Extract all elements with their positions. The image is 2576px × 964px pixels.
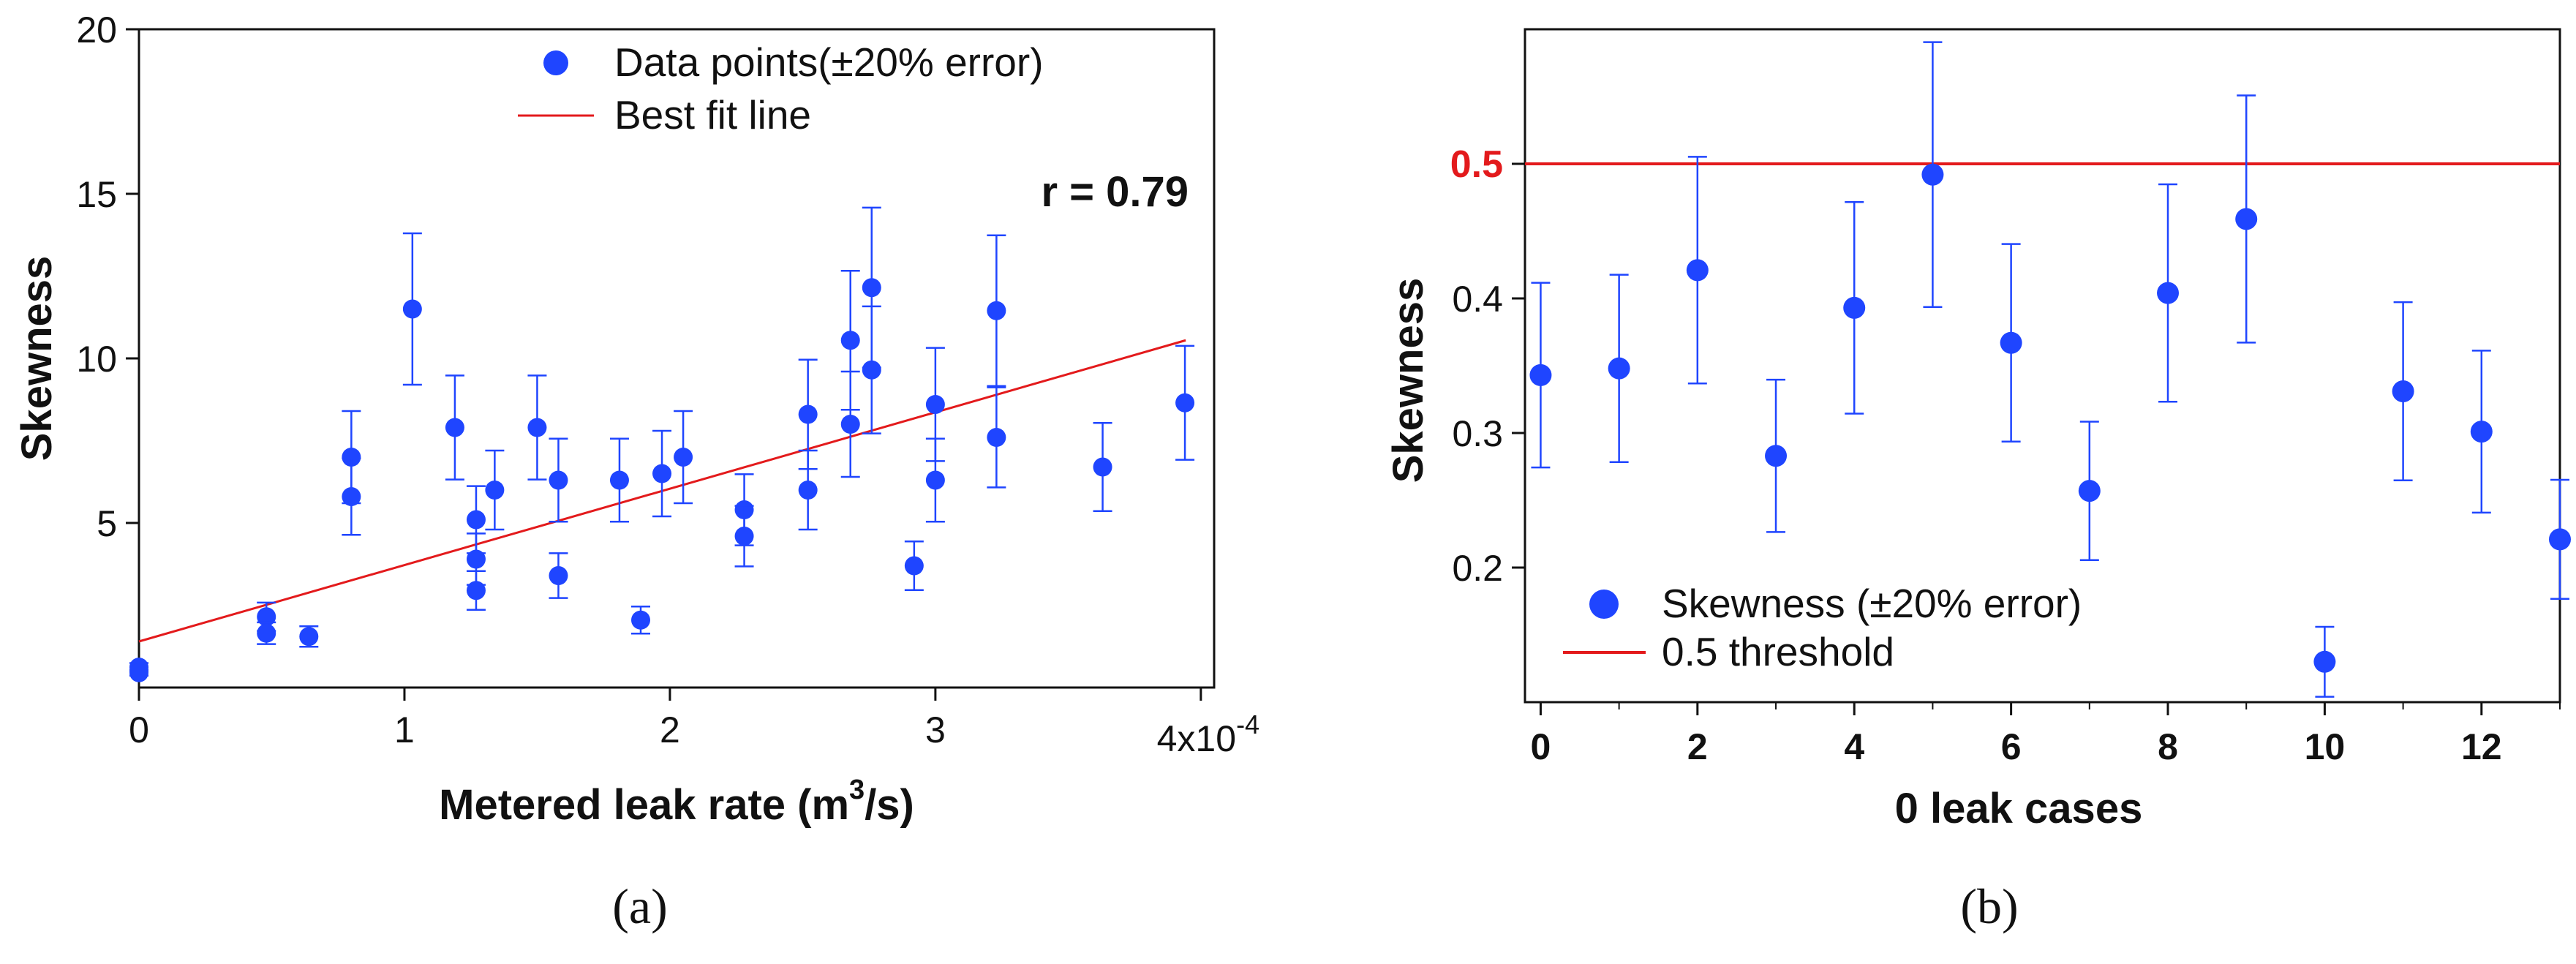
chart-a-data-point [1175,393,1195,413]
chart-b-data-point [1843,296,1866,319]
chart-a-data-point [734,527,754,546]
chart-a-data-point [257,623,276,643]
chart-b-y-tick-label: 0.4 [1452,279,1503,320]
chart-a-data-point [549,566,568,585]
chart-a-legend-marker-points [543,50,568,75]
chart-b-panel-label: (b) [1960,878,2018,934]
chart-b-legend-marker-points [1589,590,1619,619]
chart-a-data-point [342,487,361,506]
chart-a-x-tick-label: 0 [129,709,149,750]
chart-b-data-point [1686,259,1709,282]
chart-b-x-tick-label: 10 [2305,726,2346,767]
chart-a-data-point [466,581,486,600]
chart-b-data-point [2000,331,2022,354]
chart-b-plot-frame [1524,28,2561,704]
chart-a-data-point [466,510,486,530]
chart-b-data-point [2078,480,2101,502]
chart-a-data-point [342,448,361,467]
chart-b-data-point [2235,208,2258,230]
chart-a-data-point [840,415,860,434]
chart-b-y-tick-label: 0.2 [1452,548,1503,589]
chart-b-legend-label-points: Skewness (±20% error) [1662,581,2082,626]
chart-a-y-tick-label: 15 [76,174,117,215]
chart-b-data-point [1765,445,1788,467]
chart-b-y-tick-label: 0.3 [1452,413,1503,454]
chart-a-data-point [840,331,860,350]
chart-b: 0 2 4 6 8 10 12 0.2 0.3 0.4 0.5 Skewness (±20% erro… [1385,28,2571,934]
chart-a-data-point [674,448,693,467]
chart-a-x-tick-label: 3 [925,709,946,750]
chart-a-data-point [299,627,319,647]
chart-a-data-point [904,556,924,576]
chart-b-data-point [1921,163,1944,186]
chart-b-x-tick-label: 2 [1687,726,1708,767]
chart-a-panel-label: (a) [612,878,667,934]
chart-a-data-point [485,481,505,500]
chart-a-y-tick-label: 20 [76,10,117,50]
chart-a-data-point [1093,457,1112,477]
chart-a-data-point [631,610,650,630]
chart-a-data-point [798,404,818,424]
chart-b-x-tick-label: 8 [2158,726,2178,767]
chart-a-data-point [925,395,945,414]
chart-a-x-axis-label: Metered leak rate (m3/s) [439,775,914,829]
chart-a-data-point [609,470,629,490]
chart-a-data-point [549,470,568,490]
chart-b-data-point [2470,421,2493,443]
chart-a-data-point [652,464,672,483]
chart-a-data-point [445,418,464,437]
chart-a-x-tick-label: 2 [660,709,680,750]
chart-b-y-tick-label: 0.5 [1450,143,1503,186]
chart-a-x-multiplier-label: 4x10-4 [1157,709,1259,759]
chart-a-legend-label-points: Data points(±20% error) [614,39,1044,85]
chart-b-data-point [2313,650,2336,673]
chart-a: 0 1 2 3 4x10-4 5 10 15 20 Data points(±20% error)… [13,10,1259,934]
chart-b-data-point [2392,380,2414,402]
chart-a-y-tick-label: 5 [97,503,117,544]
chart-a-y-tick-label: 10 [76,339,117,380]
chart-b-x-axis-label: 0 leak cases [1895,785,2143,832]
chart-b-legend-label-line: 0.5 threshold [1662,629,1894,674]
chart-a-data-point [527,418,547,437]
chart-a-data-point [862,360,881,380]
chart-a-legend-label-line: Best fit line [614,92,811,138]
chart-a-data-point [466,549,486,569]
chart-a-data-point [987,428,1006,447]
chart-a-correlation-annotation: r = 0.79 [1041,168,1189,216]
chart-b-x-tick-label: 6 [2001,726,2022,767]
chart-b-data-point [2549,528,2571,551]
chart-a-y-axis-label: Skewness [13,256,61,462]
chart-b-x-tick-label: 12 [2461,726,2502,767]
chart-b-y-axis-label: Skewness [1385,278,1432,483]
chart-b-data-point [1529,364,1552,386]
chart-b-x-tick-label: 0 [1531,726,1551,767]
chart-b-data-point [1608,357,1630,380]
chart-b-data-point [2157,282,2180,304]
chart-a-data-point [925,470,945,490]
chart-a-data-point [987,301,1006,320]
chart-a-data-point [402,299,422,319]
chart-a-x-tick-label: 1 [394,709,415,750]
chart-b-x-tick-label: 4 [1844,726,1864,767]
chart-a-data-point [798,481,818,500]
chart-a-data-point [129,663,148,682]
chart-a-data-point [862,278,881,298]
